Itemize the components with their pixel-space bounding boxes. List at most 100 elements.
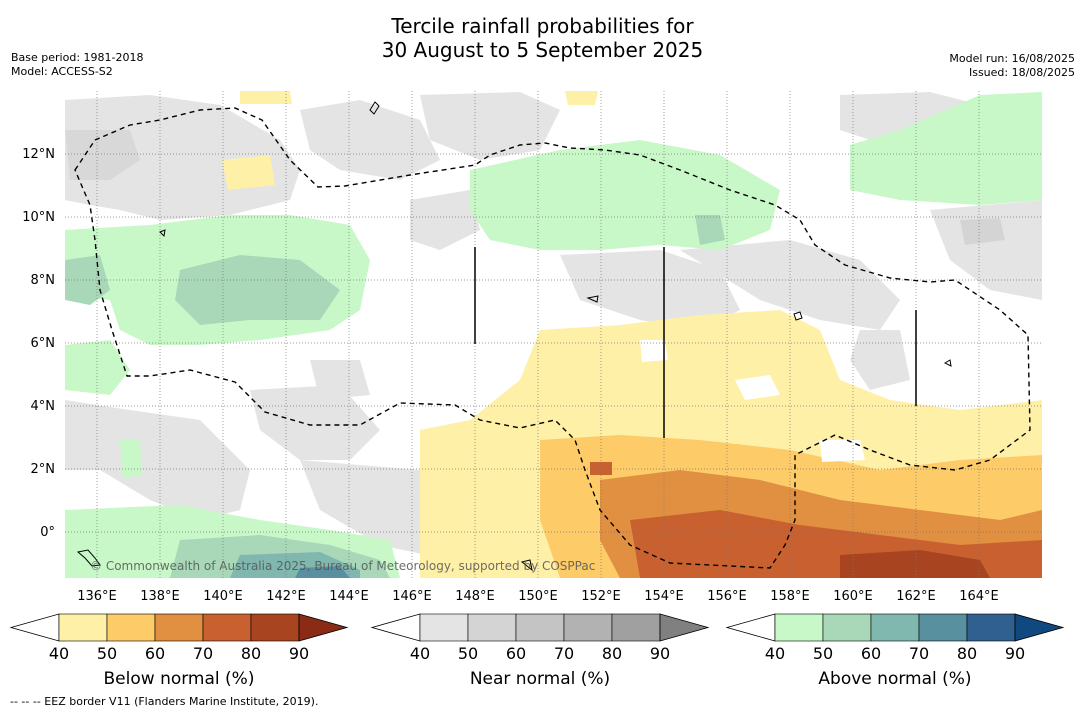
cb-tick: 90 — [650, 644, 670, 663]
cb-tick: 80 — [602, 644, 622, 663]
base-period: Base period: 1981-2018 — [11, 51, 144, 64]
island — [369, 101, 380, 115]
colorbar-max-extend — [1014, 613, 1065, 642]
model-name: Model: ACCESS-S2 — [11, 65, 113, 78]
colorbar-below-normal — [9, 613, 349, 642]
model-run: Model run: 16/08/2025 — [949, 52, 1075, 65]
lon-label: 160°E — [833, 589, 873, 604]
cb-tick: 60 — [145, 644, 165, 663]
above-region — [120, 440, 142, 478]
near-region — [420, 92, 560, 160]
cb-tick: 70 — [193, 644, 213, 663]
lon-label: 158°E — [770, 589, 810, 604]
lon-label: 138°E — [140, 589, 180, 604]
title-line-1: Tercile rainfall probabilities for — [391, 14, 694, 38]
above-normal-regions — [65, 92, 1042, 578]
near-region — [250, 385, 380, 460]
lon-labels: 136°E 138°E 140°E 142°E 144°E 146°E 148°… — [77, 589, 999, 604]
colorbar-box — [58, 613, 108, 642]
lon-label: 146°E — [392, 589, 432, 604]
colorbar-box — [106, 613, 156, 642]
lon-label: 148°E — [455, 589, 495, 604]
colorbar-titles: Below normal (%) Near normal (%) Above n… — [104, 669, 972, 689]
colorbar-title-below: Below normal (%) — [104, 669, 255, 689]
cb-tick: 90 — [1005, 644, 1025, 663]
colorbar-box — [515, 613, 565, 642]
near-region — [930, 200, 1042, 300]
colorbar-title-above: Above normal (%) — [818, 669, 971, 689]
colorbar-box — [611, 613, 661, 642]
colorbar-box — [822, 613, 872, 642]
colorbar-min-extend — [725, 613, 776, 642]
meta-left: Base period: 1981-2018 Model: ACCESS-S2 — [11, 51, 143, 79]
cb-tick: 80 — [957, 644, 977, 663]
near-region — [680, 240, 900, 330]
island — [943, 359, 952, 367]
above-region — [175, 255, 340, 325]
colorbar-box — [467, 613, 517, 642]
lat-label: 8°N — [31, 273, 56, 288]
lon-label: 152°E — [581, 589, 621, 604]
colorbar-box — [774, 613, 824, 642]
colorbar-max-extend — [659, 613, 710, 642]
cb-tick: 70 — [554, 644, 574, 663]
colorbar-min-extend — [9, 613, 60, 642]
colorbar-box — [966, 613, 1016, 642]
issued-date: Issued: 18/08/2025 — [968, 66, 1075, 79]
cb-tick: 40 — [410, 644, 430, 663]
above-region — [295, 566, 350, 578]
colorbar-box — [563, 613, 613, 642]
islands — [76, 101, 952, 572]
above-region — [695, 215, 725, 245]
cb-tick: 80 — [241, 644, 261, 663]
eez-border — [74, 107, 1031, 569]
white-gaps — [640, 340, 865, 462]
near-region — [410, 190, 480, 250]
lon-label: 140°E — [203, 589, 243, 604]
below-region — [240, 91, 292, 104]
near-region — [560, 250, 740, 330]
lon-label: 144°E — [329, 589, 369, 604]
near-region — [960, 218, 1005, 245]
above-region — [65, 255, 110, 305]
above-region — [65, 340, 130, 395]
colorbar-title-near: Near normal (%) — [470, 669, 610, 689]
map-title: Tercile rainfall probabilities for 30 Au… — [0, 14, 1085, 62]
island — [76, 549, 101, 567]
lon-label: 164°E — [959, 589, 999, 604]
near-region — [850, 330, 910, 390]
lat-label: 6°N — [31, 336, 56, 351]
lat-label: 12°N — [22, 147, 55, 162]
colorbar-below-ticks: 40 50 60 70 80 90 — [49, 644, 309, 663]
lon-label: 142°E — [266, 589, 306, 604]
colorbar-max-extend — [298, 613, 349, 642]
cb-tick: 40 — [765, 644, 785, 663]
lon-label: 162°E — [896, 589, 936, 604]
cb-tick: 50 — [813, 644, 833, 663]
near-region — [65, 130, 140, 180]
cb-tick: 90 — [289, 644, 309, 663]
island — [586, 295, 599, 303]
below-region — [222, 155, 275, 190]
cb-tick: 50 — [458, 644, 478, 663]
near-region — [310, 360, 370, 400]
lon-label: 154°E — [644, 589, 684, 604]
colorbar-near-ticks: 40 50 60 70 80 90 — [410, 644, 670, 663]
white-gap — [820, 440, 865, 462]
cb-tick: 60 — [506, 644, 526, 663]
colorbar-near-normal — [370, 613, 710, 642]
cb-tick: 70 — [909, 644, 929, 663]
white-gap — [735, 375, 780, 400]
lat-label: 4°N — [31, 399, 56, 414]
island — [159, 229, 166, 238]
colorbar-box — [154, 613, 204, 642]
cb-tick: 50 — [97, 644, 117, 663]
lat-label: 0° — [40, 525, 55, 540]
colorbar-box — [870, 613, 920, 642]
colorbar-box — [419, 613, 469, 642]
lat-labels: 12°N 10°N 8°N 6°N 4°N 2°N 0° — [22, 147, 55, 540]
cb-tick: 60 — [861, 644, 881, 663]
map-fields: © Commonwealth of Australia 2025, Bureau… — [65, 91, 1042, 578]
eez-fragments — [474, 247, 917, 438]
